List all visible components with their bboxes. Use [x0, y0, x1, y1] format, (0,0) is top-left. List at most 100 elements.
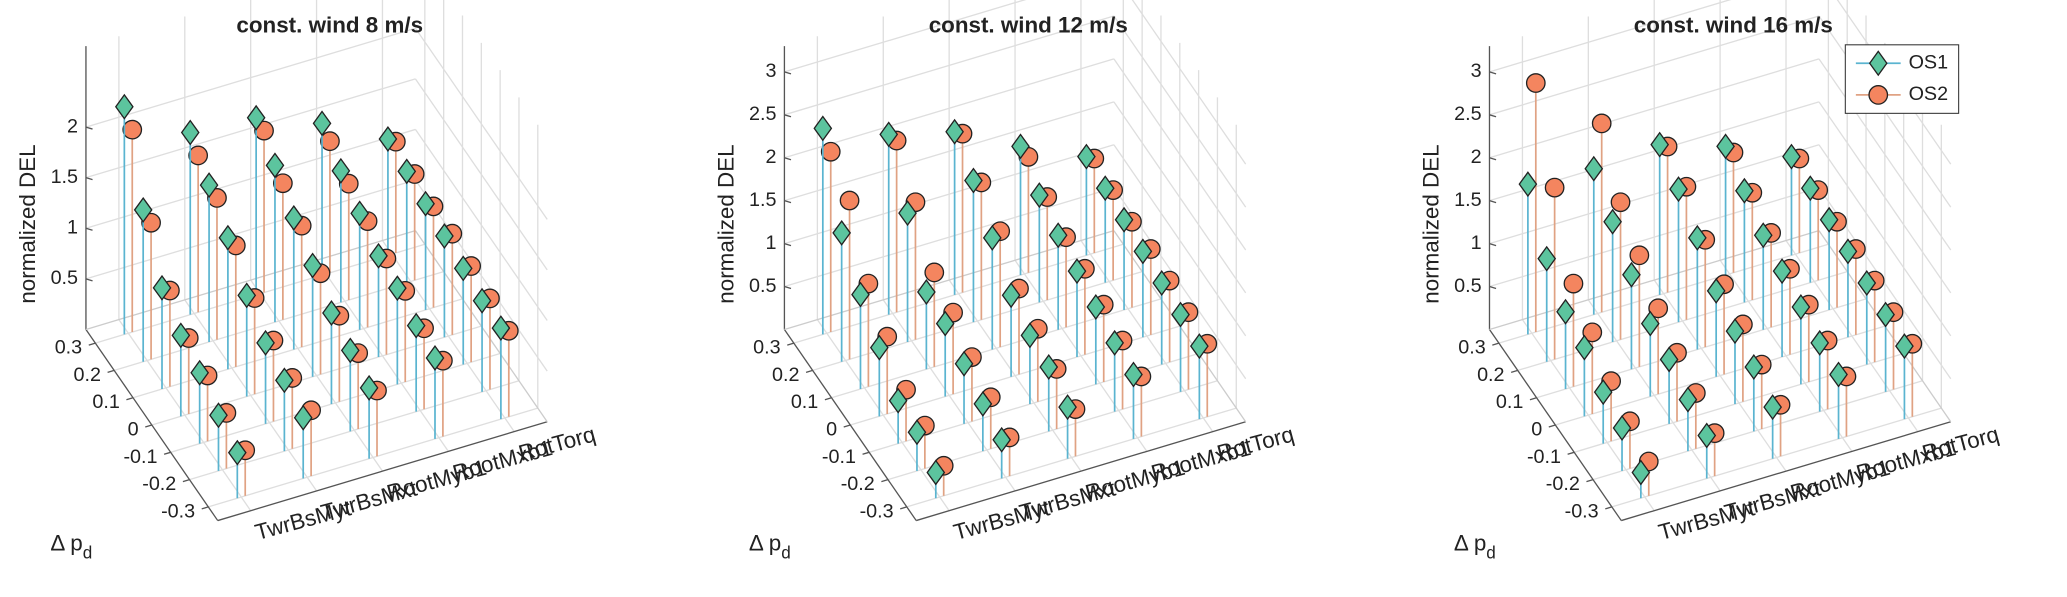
y-tick [88, 342, 96, 346]
marker [1763, 394, 1783, 421]
y-tick [1605, 506, 1613, 510]
marker [1067, 258, 1087, 285]
marker [916, 278, 936, 305]
marker [369, 242, 388, 269]
marker [1105, 329, 1125, 356]
y-tick-label: 0.2 [772, 364, 799, 386]
z-tick-label: 1 [766, 232, 777, 254]
axis-line [1621, 421, 1951, 522]
marker [1610, 192, 1631, 213]
grid-line [948, 279, 1082, 472]
marker [1086, 294, 1106, 321]
marker [1114, 206, 1134, 233]
marker [188, 145, 209, 166]
y-tick [1548, 424, 1556, 428]
marker [1563, 273, 1584, 294]
chart-title: const. wind 8 m/s [236, 12, 423, 37]
marker [322, 300, 341, 326]
marker [1631, 459, 1651, 486]
marker [992, 426, 1012, 453]
z-tick [784, 71, 792, 75]
z-tick [85, 278, 93, 282]
y-tick-label: 0.2 [74, 364, 101, 386]
y-tick [1586, 478, 1594, 483]
marker [832, 219, 852, 246]
marker [973, 390, 993, 417]
marker [284, 204, 304, 231]
marker [982, 224, 1002, 251]
z-tick-label: 2 [1471, 146, 1482, 168]
grid-line [1587, 299, 1721, 492]
marker [1077, 143, 1096, 170]
z-tick [1489, 200, 1497, 204]
marker [453, 255, 473, 282]
marker [227, 439, 247, 466]
marker [907, 419, 927, 446]
z-tick [85, 227, 93, 231]
marker [340, 337, 360, 364]
y-tick-label: 0.2 [1477, 364, 1504, 386]
marker [1584, 155, 1604, 182]
marker [209, 402, 228, 429]
marker [1725, 318, 1745, 345]
y-tick-label: -0.2 [1546, 473, 1580, 495]
marker [1706, 277, 1726, 304]
marker [851, 281, 870, 308]
marker [1537, 245, 1557, 272]
marker [1556, 298, 1575, 325]
marker [435, 223, 454, 250]
marker [406, 312, 426, 339]
y-tick [107, 369, 115, 374]
y-tick-label: 0.3 [1458, 337, 1485, 359]
marker [1544, 177, 1565, 198]
chart-title: const. wind 16 m/s [1634, 12, 1833, 37]
marker [1895, 333, 1914, 360]
y-tick [145, 424, 153, 428]
marker [293, 404, 313, 431]
marker [472, 287, 492, 314]
axis-line [916, 421, 1246, 522]
z-tick-label: 3 [1471, 60, 1482, 82]
y-tick [1492, 342, 1500, 346]
marker [303, 252, 322, 279]
grid-line [1719, 259, 1853, 452]
y-tick [824, 397, 832, 401]
y-axis-label: Δ pd [50, 530, 92, 562]
marker [1582, 322, 1603, 343]
y-tick-label: 0.1 [92, 391, 119, 413]
marker [926, 459, 946, 486]
marker [320, 131, 340, 152]
y-tick-label: 0.3 [55, 337, 82, 359]
z-tick [1489, 71, 1497, 75]
y-tick [881, 478, 889, 483]
marker [237, 282, 257, 309]
z-axis-label: normalized DEL [1419, 144, 1444, 303]
z-tick-label: 3 [766, 60, 777, 82]
z-tick-label: 2 [766, 146, 777, 168]
legend-label: OS1 [1909, 51, 1949, 73]
marker [1612, 414, 1632, 441]
marker [397, 158, 417, 185]
panel: 0.511.52-0.3-0.2-0.100.10.20.3TwrBsMytTw… [15, 0, 598, 562]
marker [1133, 238, 1153, 265]
marker [954, 350, 974, 377]
marker [1744, 353, 1764, 380]
panel: 0.511.522.53-0.3-0.2-0.100.10.20.3TwrBsM… [1419, 0, 2002, 562]
y-axis-label-main: Δ p [749, 530, 781, 555]
y-tick [805, 369, 813, 374]
marker [387, 275, 407, 302]
marker [1171, 301, 1190, 328]
y-axis-label-main: Δ p [1454, 530, 1486, 555]
marker [1629, 245, 1650, 266]
y-axis-label-sub: d [1486, 542, 1496, 562]
grid-line [250, 279, 384, 472]
marker [1591, 113, 1612, 134]
y-tick-label: -0.2 [841, 473, 875, 495]
y-tick [182, 478, 190, 483]
z-tick-label: 2 [67, 115, 78, 137]
z-axis-label: normalized DEL [714, 144, 739, 303]
marker [879, 121, 899, 148]
marker [133, 196, 153, 223]
marker [1011, 133, 1030, 160]
y-axis-label-sub: d [781, 542, 791, 562]
